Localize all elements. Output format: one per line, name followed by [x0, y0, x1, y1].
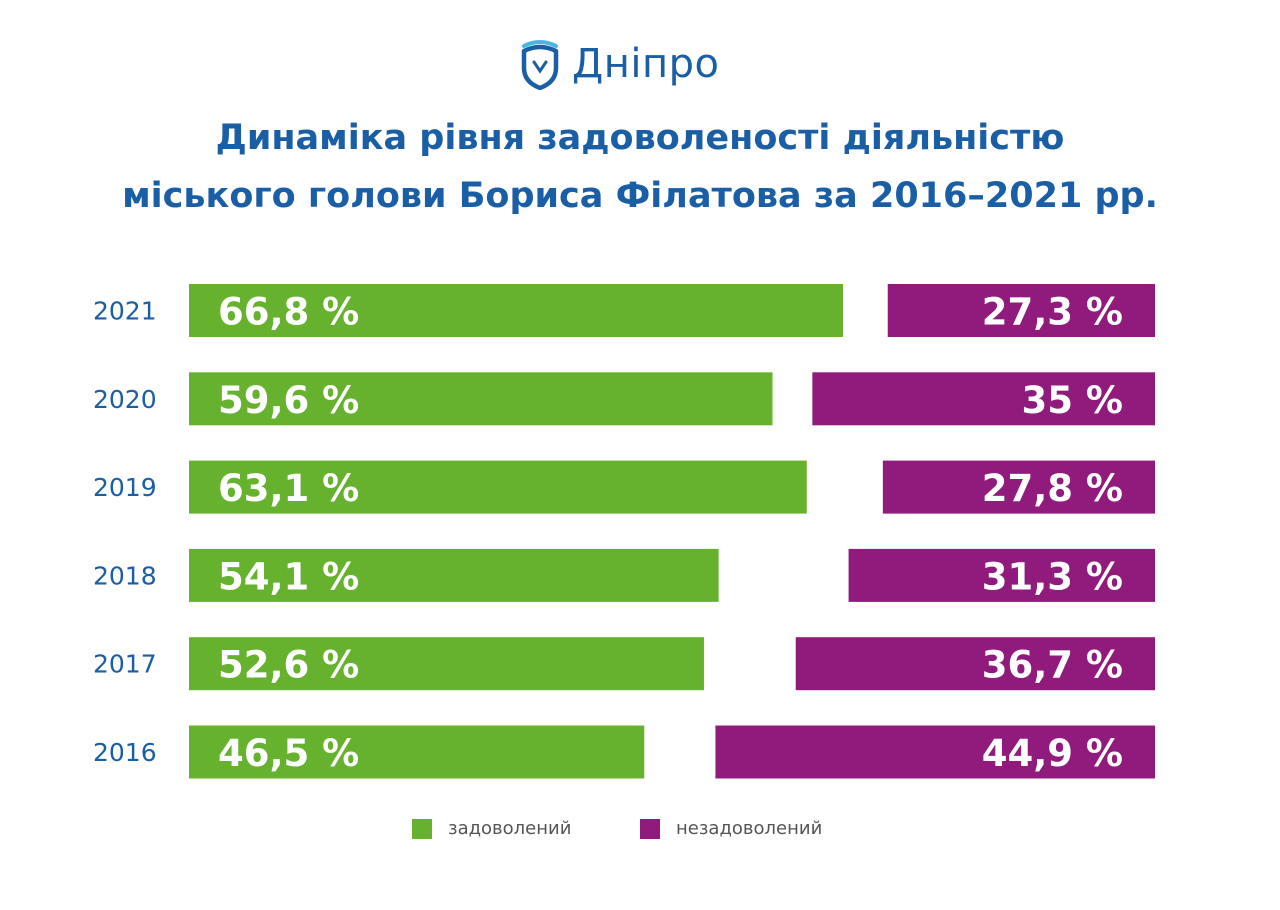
bar-label-satisfied: 59,6 % [218, 379, 359, 422]
bar-dissatisfied [848, 548, 1155, 602]
year-label: 2020 [93, 385, 157, 414]
bar-chart: 2021 66,8 % 27,3 % 2020 59,6 % 35 % 2019 63,1 %… [93, 284, 1155, 779]
bar-label-satisfied: 46,5 % [218, 732, 359, 775]
year-label: 2018 [93, 561, 157, 590]
bar-label-satisfied: 66,8 % [218, 291, 359, 334]
bar-satisfied [189, 284, 843, 337]
logo-text: Дніпро [572, 41, 720, 87]
bar-satisfied [189, 725, 645, 779]
year-label: 2019 [93, 473, 157, 502]
legend-swatch-dissatisfied [640, 818, 660, 839]
city-shield-logo-icon [521, 40, 559, 90]
bar-label-satisfied: 63,1 % [218, 467, 359, 510]
bar-label-dissatisfied: 44,9 % [982, 732, 1123, 775]
year-label: 2021 [93, 297, 157, 326]
bar-label-dissatisfied: 31,3 % [982, 555, 1123, 598]
chart-title-line-2: міського голови Бориса Філатова за 2016–… [122, 176, 1158, 216]
bar-dissatisfied [882, 460, 1155, 514]
year-label: 2016 [93, 738, 157, 767]
bar-label-satisfied: 54,1 % [218, 555, 359, 598]
bar-label-dissatisfied: 36,7 % [982, 644, 1123, 687]
chart-title-line-1: Динаміка рівня задоволеності діяльністю [215, 118, 1065, 158]
year-label: 2017 [93, 650, 157, 679]
legend-swatch-satisfied [412, 818, 432, 839]
bar-satisfied [189, 460, 807, 514]
bar-satisfied [189, 372, 773, 426]
bar-dissatisfied [812, 372, 1155, 426]
legend: задоволений незадоволений [0, 818, 1280, 848]
legend-item-satisfied: задоволений [412, 818, 571, 839]
bar-label-dissatisfied: 27,3 % [982, 291, 1123, 334]
legend-label-satisfied: задоволений [448, 818, 572, 839]
bar-dissatisfied [887, 284, 1155, 337]
bar-satisfied [189, 548, 719, 602]
bar-dissatisfied [715, 725, 1155, 779]
bar-dissatisfied [795, 637, 1155, 691]
bar-label-dissatisfied: 27,8 % [982, 467, 1123, 510]
bar-label-satisfied: 52,6 % [218, 644, 359, 687]
bar-label-dissatisfied: 35 % [1022, 379, 1123, 422]
legend-item-dissatisfied: незадоволений [640, 818, 822, 839]
logo: Дніпро [520, 34, 720, 94]
legend-label-dissatisfied: незадоволений [676, 818, 823, 839]
bar-satisfied [189, 637, 704, 691]
